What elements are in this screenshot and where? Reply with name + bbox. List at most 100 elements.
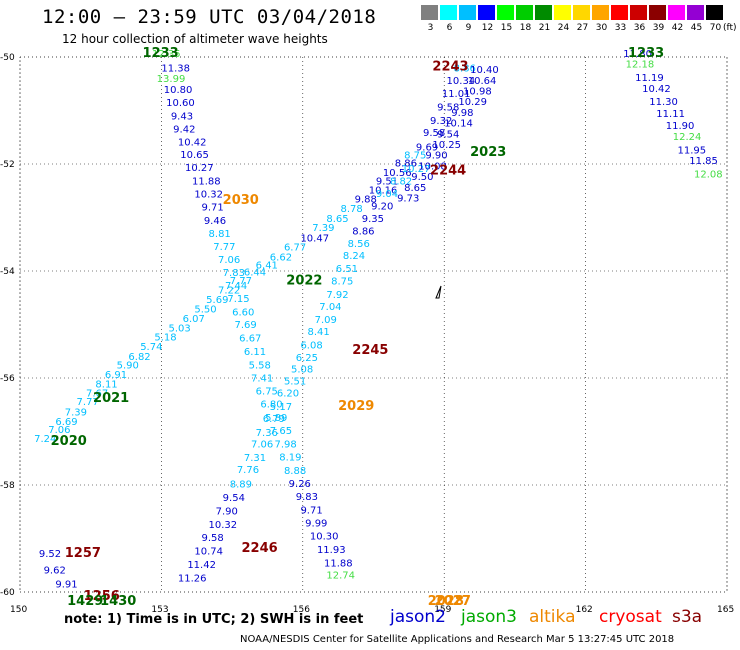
wave-height-value: 5.18 <box>154 333 176 344</box>
wave-height-value: 9.98 <box>451 108 473 119</box>
wave-height-value: 11.42 <box>187 560 216 571</box>
wave-height-value: 9.51 <box>376 176 398 187</box>
wave-height-value: 7.90 <box>216 506 238 517</box>
wave-height-value: 8.86 <box>454 63 476 74</box>
wave-height-value: 8.75 <box>331 276 353 287</box>
wave-height-value: 7.77 <box>213 242 235 253</box>
map-frame <box>19 56 728 593</box>
wave-height-value: 7.83 <box>223 268 245 279</box>
wave-height-value: 6.91 <box>105 370 127 381</box>
page-subtitle: 12 hour collection of altimeter wave hei… <box>62 32 328 46</box>
scale-label: 6 <box>446 23 453 33</box>
wave-height-value: 9.54 <box>223 493 245 504</box>
wave-height-value: 8.75 <box>404 151 426 162</box>
wave-height-value: 10.42 <box>178 137 207 148</box>
wave-height-value: 10.42 <box>642 84 671 95</box>
wave-height-value: 9.26 <box>289 479 311 490</box>
pass-time-label: 1233 <box>143 46 179 61</box>
scale-label: 45 <box>690 23 703 33</box>
wave-height-value: 8.11 <box>95 380 117 391</box>
wave-height-value: 9.52 <box>39 549 61 560</box>
wave-height-value: 6.75 <box>256 387 278 398</box>
scale-label: 39 <box>652 23 665 33</box>
wave-height-value: 5.08 <box>291 365 313 376</box>
wave-height-value: 7.04 <box>319 302 341 313</box>
pass-time-label: 2244 <box>430 164 466 179</box>
wave-height-value: 12.35 <box>152 49 181 60</box>
wave-height-value: 9.88 <box>355 195 377 206</box>
wave-height-value: 5.69 <box>206 295 228 306</box>
x-tick-label: 162 <box>576 605 593 615</box>
pass-time-label: 2030 <box>223 193 259 208</box>
wave-height-value: 12.74 <box>326 571 355 582</box>
x-tick-label: 159 <box>434 605 451 615</box>
wave-height-value: 5.50 <box>194 305 216 316</box>
wave-height-value: 7.36 <box>256 428 278 439</box>
wave-height-value: 7.06 <box>251 440 273 451</box>
pass-time-label: 2020 <box>51 434 87 449</box>
satellite-name: cryosat <box>599 607 662 627</box>
wave-height-value: 10.32 <box>209 520 238 531</box>
wave-height-value: 5.17 <box>270 402 292 413</box>
x-tick-label: 150 <box>10 605 27 615</box>
wave-height-value: 9.54 <box>437 129 459 140</box>
scale-label: 30 <box>595 23 608 33</box>
wave-height-value: 7.92 <box>326 290 348 301</box>
wave-height-value: 6.80 <box>260 399 282 410</box>
wave-height-value: 10.60 <box>166 98 195 109</box>
island-outline <box>435 285 442 299</box>
wave-height-value: 7.22 <box>218 285 240 296</box>
wave-height-value: 7.31 <box>244 453 266 464</box>
wave-height-value: 8.86 <box>352 227 374 238</box>
wave-height-value: 9.58 <box>201 533 223 544</box>
wave-height-value: 9.83 <box>296 492 318 503</box>
wave-height-value: 9.58 <box>423 128 445 139</box>
wave-height-value: 8.24 <box>343 251 365 262</box>
x-tick-label: 153 <box>151 605 168 615</box>
pass-time-label: 2245 <box>352 343 388 358</box>
wave-height-value: 12.08 <box>694 169 723 180</box>
wave-height-value: 6.69 <box>55 417 77 428</box>
scale-label: 24 <box>557 23 570 33</box>
wave-height-value: 6.08 <box>300 341 322 352</box>
wave-height-value: 10.32 <box>194 190 223 201</box>
scale-swatch <box>440 5 457 20</box>
wave-height-value: 10.98 <box>463 86 492 97</box>
wave-height-value: 10.14 <box>444 119 473 130</box>
wave-height-value: 10.25 <box>432 140 461 151</box>
wave-height-value: 11.11 <box>656 109 685 120</box>
wave-height-value: 7.76 <box>237 465 259 476</box>
scale-swatch <box>516 5 533 20</box>
wave-height-value: 7.98 <box>275 440 297 451</box>
scale-swatch <box>649 5 666 20</box>
wave-height-value: 9.90 <box>425 151 447 162</box>
wave-height-value: 8.89 <box>230 480 252 491</box>
wave-height-value: 10.30 <box>310 532 339 543</box>
wave-height-value: 8.41 <box>308 327 330 338</box>
scale-swatch <box>706 5 723 20</box>
wave-height-value: 11.88 <box>192 176 221 187</box>
pass-time-label: 2246 <box>242 541 278 556</box>
wave-height-value: 6.62 <box>270 252 292 263</box>
scale-swatch <box>554 5 571 20</box>
scale-swatch <box>592 5 609 20</box>
wave-height-value: 6.20 <box>277 389 299 400</box>
y-tick-label: -50 <box>0 53 15 63</box>
pass-time-label: 2021 <box>93 391 129 406</box>
pass-time-label: 1256 <box>84 589 120 604</box>
scale-label: 9 <box>465 23 472 33</box>
wave-height-value: 11.85 <box>689 156 718 167</box>
scale-swatch <box>573 5 590 20</box>
wave-height-value: 8.65 <box>404 183 426 194</box>
wave-height-value: 7.06 <box>218 255 240 266</box>
wave-height-value: 5.74 <box>140 342 162 353</box>
scale-swatch <box>630 5 647 20</box>
wave-height-value: 7.41 <box>251 374 273 385</box>
wave-height-value: 8.19 <box>279 452 301 463</box>
y-tick-label: -56 <box>0 374 15 384</box>
wave-height-value: 11.95 <box>678 145 707 156</box>
wave-height-value: 6.07 <box>183 314 205 325</box>
wave-height-value: 9.20 <box>371 201 393 212</box>
pass-time-label: 1233 <box>628 46 664 61</box>
